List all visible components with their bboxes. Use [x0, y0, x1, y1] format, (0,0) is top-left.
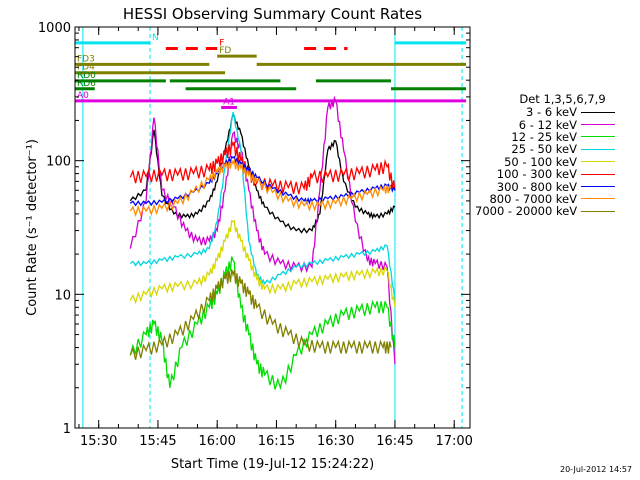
x-tick-label: 16:15: [258, 434, 295, 449]
legend-rows: 3 - 6 keV 6 - 12 keV 12 - 25 keV 25 - 50 ke…: [475, 105, 640, 219]
legend-entry-label: 3 - 6 keV: [526, 105, 577, 120]
flag-label-a1: A1: [223, 97, 235, 107]
y-tick-label: 10: [54, 288, 71, 303]
legend-entry: 100 - 300 keV: [475, 167, 640, 182]
flag-label-rd0: RD0: [77, 71, 96, 81]
legend-entry-label: 12 - 25 keV: [511, 129, 577, 144]
legend-swatch: [581, 210, 615, 212]
chart-title: HESSI Observing Summary Count Rates: [123, 5, 422, 23]
legend-swatch: [581, 111, 615, 113]
series-line-12-25-kev: [129, 256, 396, 391]
legend-swatch: [581, 173, 615, 175]
legend-entry: 300 - 800 keV: [475, 179, 640, 194]
flag-label-f: F: [219, 39, 224, 49]
flag-label-fd: FD: [219, 46, 231, 56]
legend-swatch: [581, 148, 615, 150]
flag-label-rd6: RD6: [77, 79, 96, 89]
series-line-6-12-kev: [129, 95, 396, 365]
x-tick-label: 16:45: [376, 434, 413, 449]
series-line-7000-20000-kev: [129, 269, 392, 360]
flag-label-fd3: FD3: [77, 54, 95, 64]
y-axis-label: Count Rate (s⁻¹ detector⁻¹): [25, 139, 40, 316]
legend-swatch: [581, 186, 615, 188]
legend-entry: 50 - 100 keV: [475, 154, 640, 169]
legend-entry-label: 6 - 12 keV: [518, 117, 577, 132]
flag-label-n: N: [152, 33, 159, 43]
legend-entry: 6 - 12 keV: [475, 117, 640, 132]
legend-swatch: [581, 198, 615, 200]
series-line-25-50-kev: [129, 112, 396, 301]
flag-label-fd4: FD4: [77, 63, 95, 73]
x-tick-label: 17:00: [435, 434, 472, 449]
x-tick-label: 16:00: [198, 434, 235, 449]
y-tick-label: 1: [63, 422, 71, 437]
legend-swatch: [581, 161, 615, 163]
timestamp-label: 20-Jul-2012 14:57: [559, 465, 632, 474]
flag-label-a0: A0: [77, 91, 89, 101]
legend-entry: 3 - 6 keV: [475, 105, 640, 120]
legend-entry-label: 800 - 7000 keV: [489, 191, 577, 206]
legend-entry-label: 50 - 100 keV: [504, 154, 577, 169]
plot-frame: [74, 26, 471, 429]
x-tick-label: 15:30: [80, 434, 117, 449]
legend-title: Det 1,3,5,6,7,9: [519, 92, 606, 106]
series-line-800-7000-kev: [129, 157, 392, 218]
y-tick-label: 1000: [38, 21, 71, 36]
legend-entry-label: 7000 - 20000 keV: [475, 204, 578, 219]
series-line-50-100-kev: [129, 219, 396, 308]
legend-swatch: [581, 136, 615, 138]
legend-entry-label: 25 - 50 keV: [511, 142, 577, 157]
x-tick-label: 16:30: [317, 434, 354, 449]
x-axis-label: Start Time (19-Jul-12 15:24:22): [171, 457, 374, 472]
legend-swatch: [581, 124, 615, 126]
legend: Det 1,3,5,6,7,9 3 - 6 keV 6 - 12 keV 12 - …: [475, 92, 640, 218]
y-tick-label: 100: [46, 155, 71, 170]
legend-entry-label: 100 - 300 keV: [496, 167, 577, 182]
legend-entry-label: 300 - 800 keV: [496, 179, 577, 194]
legend-entry: 25 - 50 keV: [475, 142, 640, 157]
x-tick-label: 15:45: [139, 434, 176, 449]
legend-entry: 7000 - 20000 keV: [475, 204, 640, 219]
legend-entry: 800 - 7000 keV: [475, 191, 640, 206]
legend-entry: 12 - 25 keV: [475, 129, 640, 144]
